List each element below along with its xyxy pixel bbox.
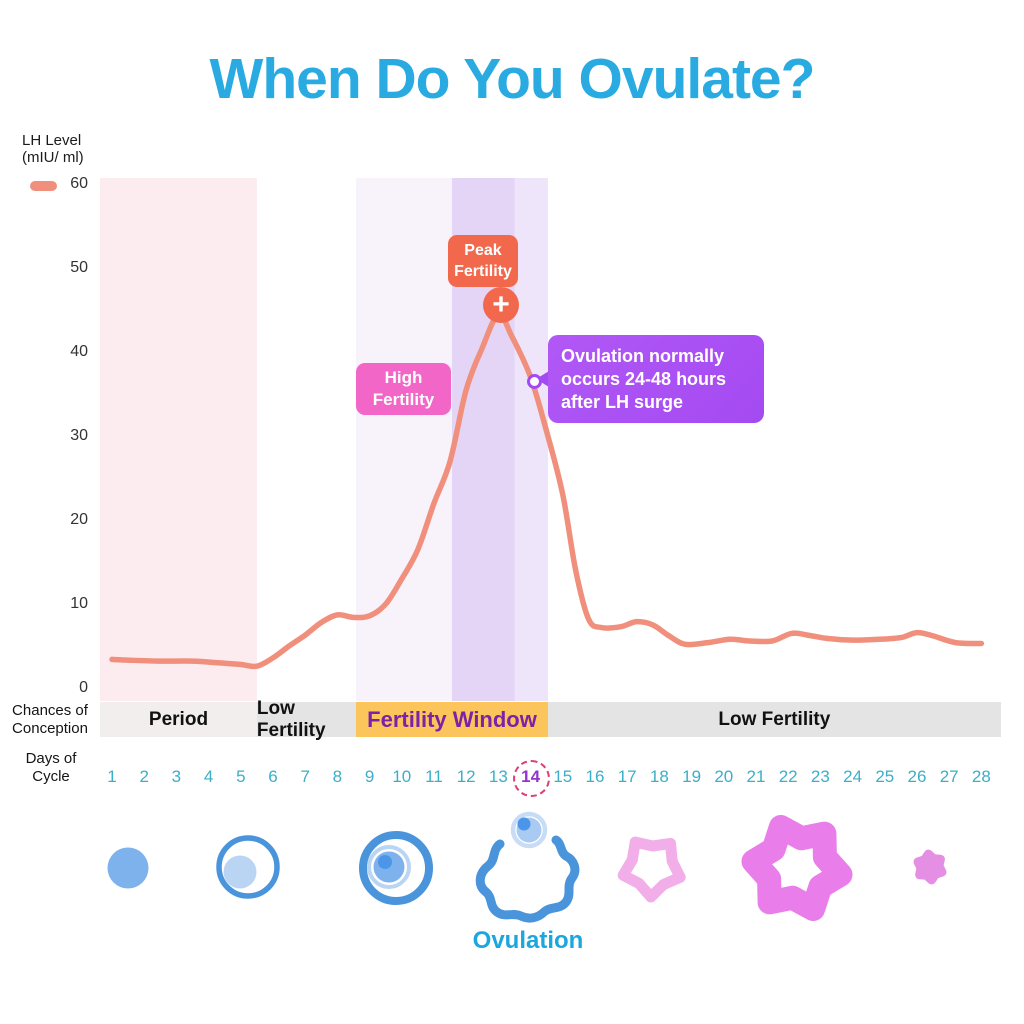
day-19: 19 [682,767,702,786]
conception-segment-fertility-window: Fertility Window [356,702,548,737]
day-9: 9 [364,767,375,786]
day-14-highlight-ring [513,760,550,797]
follicle-stage-3-icon [359,831,433,905]
day-21: 21 [746,767,766,786]
corpus-luteum-early-icon [617,836,686,903]
corpus-luteum-mature-icon [741,815,853,921]
follicle-stage-2-icon [216,835,280,899]
day-2: 2 [139,767,149,786]
follicle-stage-1-icon [107,847,149,889]
day-27: 27 [939,767,959,786]
post-peak-shade [514,178,548,701]
y-tick-40: 40 [70,343,88,360]
chances-of-conception-label: Chances of Conception [12,702,88,737]
day-6: 6 [268,767,278,786]
day-16: 16 [585,767,605,786]
day-8: 8 [332,767,343,786]
page-title: When Do You Ovulate? [209,47,816,111]
day-1: 1 [107,767,117,786]
day-11: 11 [425,767,443,786]
day-13: 13 [488,767,508,786]
fertility-window-shade [356,178,453,701]
day-26: 26 [907,767,927,786]
high-fertility-badge: High Fertility [356,363,451,415]
day-4: 4 [203,767,214,786]
conception-segment-period: Period [100,702,257,737]
day-17: 17 [617,767,637,786]
ovulation-caption: Ovulation [472,927,584,954]
day-7: 7 [300,767,310,786]
ovulation-point-dot [527,374,542,389]
day-3: 3 [171,767,182,786]
ovulation-tooltip: Ovulation normally occurs 24-48 hours af… [548,335,764,423]
day-12: 12 [456,767,476,786]
day-15: 15 [553,767,573,786]
peak-plus-marker-icon: + [483,287,519,323]
day-10: 10 [392,767,412,786]
day-5: 5 [236,767,246,786]
y-tick-0: 0 [79,679,88,696]
y-tick-10: 10 [70,595,88,612]
day-24: 24 [843,767,863,786]
y-tick-20: 20 [70,511,88,528]
lh-level-curve [109,311,985,670]
peak-fertility-badge: Peak Fertility [448,235,518,287]
conception-segment-low-fertility: Low Fertility [256,698,357,741]
day-18: 18 [649,767,669,786]
day-22: 22 [778,767,798,786]
day-28: 28 [971,767,991,786]
y-tick-60: 60 [70,175,88,192]
period-shade [100,178,257,701]
conception-segment-low-fertility: Low Fertility [547,702,1001,737]
days-of-cycle-label: Days of Cycle [25,750,77,785]
ovulation-follicle-icon [475,811,580,923]
y-tick-50: 50 [70,259,88,276]
day-25: 25 [875,767,895,786]
y-axis-legend-label: LH Level (mIU/ ml) [22,132,84,166]
lh-line-legend-swatch [30,181,57,191]
day-23: 23 [810,767,830,786]
y-tick-30: 30 [70,427,88,444]
day-20: 20 [714,767,734,786]
corpus-luteum-regressing-icon [913,849,947,885]
